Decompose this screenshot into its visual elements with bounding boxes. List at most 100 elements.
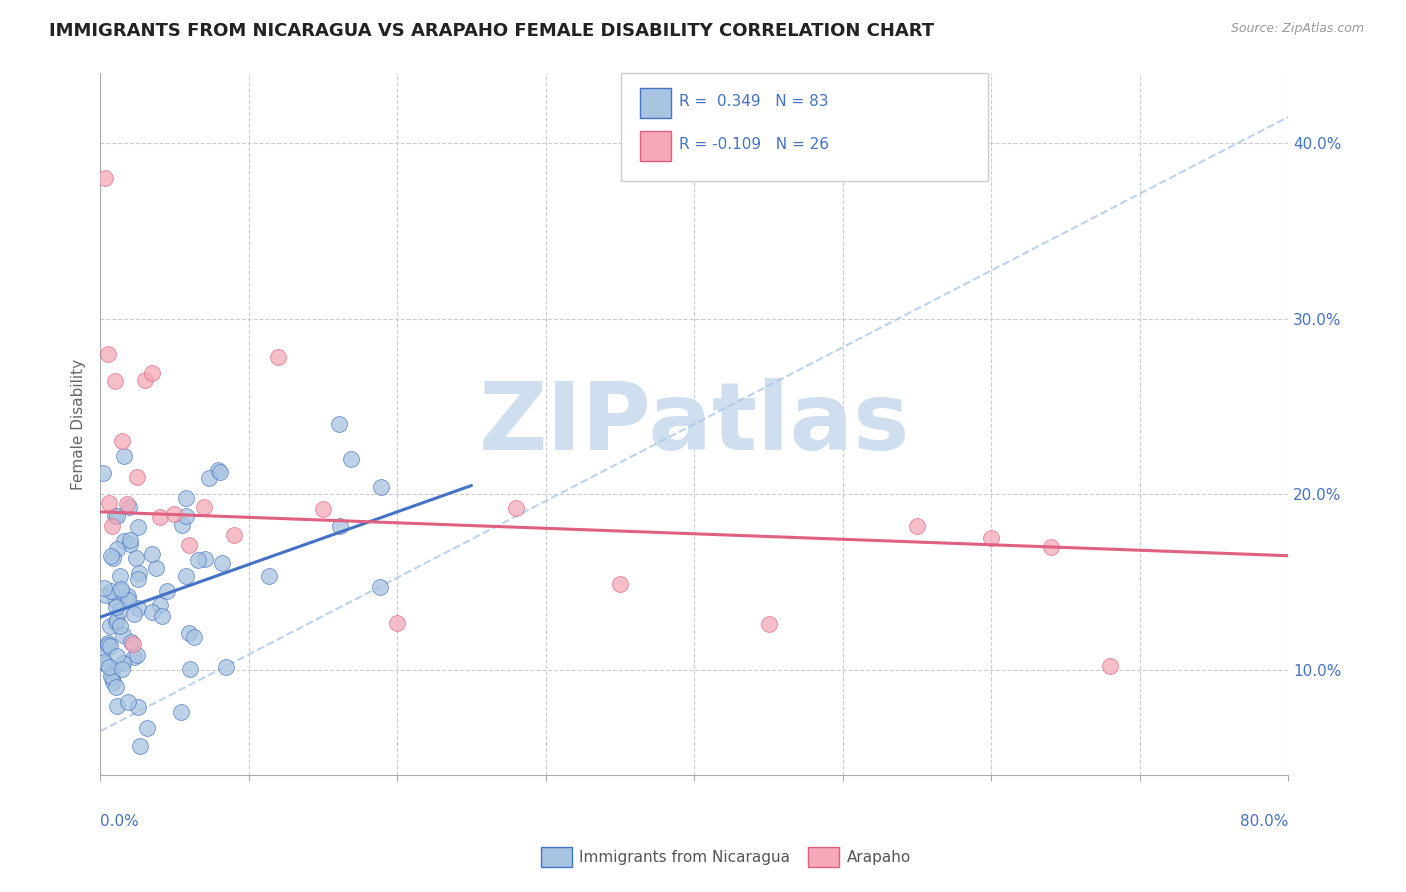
Point — [118, 500, 141, 514]
Point — [111, 434, 134, 449]
Point — [328, 417, 350, 432]
Point — [148, 509, 170, 524]
Point — [122, 607, 145, 621]
Point — [105, 600, 128, 615]
Point — [96, 347, 118, 361]
Point — [163, 507, 186, 521]
Point — [94, 657, 117, 671]
Point — [108, 619, 131, 633]
Point — [127, 572, 149, 586]
Point — [141, 548, 163, 562]
Point — [1039, 540, 1062, 554]
Point — [112, 449, 135, 463]
Point — [179, 626, 201, 640]
Point — [98, 619, 121, 633]
Point — [112, 534, 135, 549]
Point — [110, 584, 132, 599]
Point — [104, 374, 127, 388]
Point — [111, 662, 134, 676]
Text: R =  0.349   N = 83: R = 0.349 N = 83 — [679, 95, 828, 109]
Point — [105, 648, 128, 663]
Point — [980, 531, 1002, 545]
Point — [215, 659, 238, 673]
Text: 0.0%: 0.0% — [100, 814, 139, 829]
Point — [134, 373, 156, 387]
Point — [312, 501, 335, 516]
Point — [149, 598, 172, 612]
Point — [103, 675, 125, 690]
Point — [127, 601, 149, 615]
Point — [97, 639, 120, 653]
Point — [387, 615, 409, 630]
Point — [97, 635, 120, 649]
Point — [94, 588, 117, 602]
Point — [179, 538, 201, 552]
Point — [108, 569, 131, 583]
Point — [150, 609, 173, 624]
Point — [100, 583, 122, 598]
Point — [208, 465, 231, 479]
Point — [91, 647, 114, 661]
Text: ZIPatlas: ZIPatlas — [478, 378, 910, 470]
Text: 80.0%: 80.0% — [1240, 814, 1288, 829]
Point — [91, 466, 114, 480]
Point — [118, 537, 141, 551]
Point — [207, 463, 229, 477]
Point — [93, 655, 115, 669]
Point — [93, 581, 115, 595]
Point — [758, 617, 780, 632]
Point — [1099, 659, 1122, 673]
Point — [100, 669, 122, 683]
Point — [117, 695, 139, 709]
Point — [111, 628, 134, 642]
Point — [105, 699, 128, 714]
Point — [100, 639, 122, 653]
Point — [156, 583, 179, 598]
Point — [110, 582, 132, 596]
Point — [170, 518, 193, 533]
Point — [609, 577, 631, 591]
Point — [127, 469, 149, 483]
Point — [368, 580, 391, 594]
Point — [170, 705, 193, 719]
Point — [105, 542, 128, 557]
Point — [187, 553, 209, 567]
Point — [118, 533, 141, 547]
Point — [174, 491, 197, 505]
Point — [101, 518, 124, 533]
Point — [104, 508, 127, 523]
Point — [141, 366, 163, 380]
Point — [129, 739, 152, 753]
Point — [97, 659, 120, 673]
Point — [101, 550, 124, 565]
Text: IMMIGRANTS FROM NICARAGUA VS ARAPAHO FEMALE DISABILITY CORRELATION CHART: IMMIGRANTS FROM NICARAGUA VS ARAPAHO FEM… — [49, 22, 935, 40]
Point — [141, 605, 163, 619]
Point — [127, 648, 149, 662]
Point — [194, 551, 217, 566]
Y-axis label: Female Disability: Female Disability — [72, 359, 86, 490]
Point — [98, 496, 121, 510]
Point — [105, 508, 128, 523]
Point — [128, 566, 150, 580]
Point — [105, 613, 128, 627]
Point — [117, 589, 139, 603]
Point — [340, 451, 363, 466]
Point — [127, 520, 149, 534]
Point — [136, 721, 159, 735]
Point — [370, 480, 392, 494]
Point — [145, 561, 167, 575]
Point — [505, 501, 527, 516]
Point — [222, 527, 245, 541]
Point — [124, 551, 146, 566]
Point — [110, 602, 132, 616]
Point — [100, 549, 122, 563]
Text: Arapaho: Arapaho — [846, 850, 911, 864]
Point — [193, 500, 215, 514]
Point — [905, 518, 928, 533]
Point — [93, 171, 115, 186]
Point — [105, 680, 128, 694]
Point — [115, 497, 138, 511]
Point — [111, 656, 134, 670]
Text: Source: ZipAtlas.com: Source: ZipAtlas.com — [1230, 22, 1364, 36]
Point — [329, 519, 352, 533]
